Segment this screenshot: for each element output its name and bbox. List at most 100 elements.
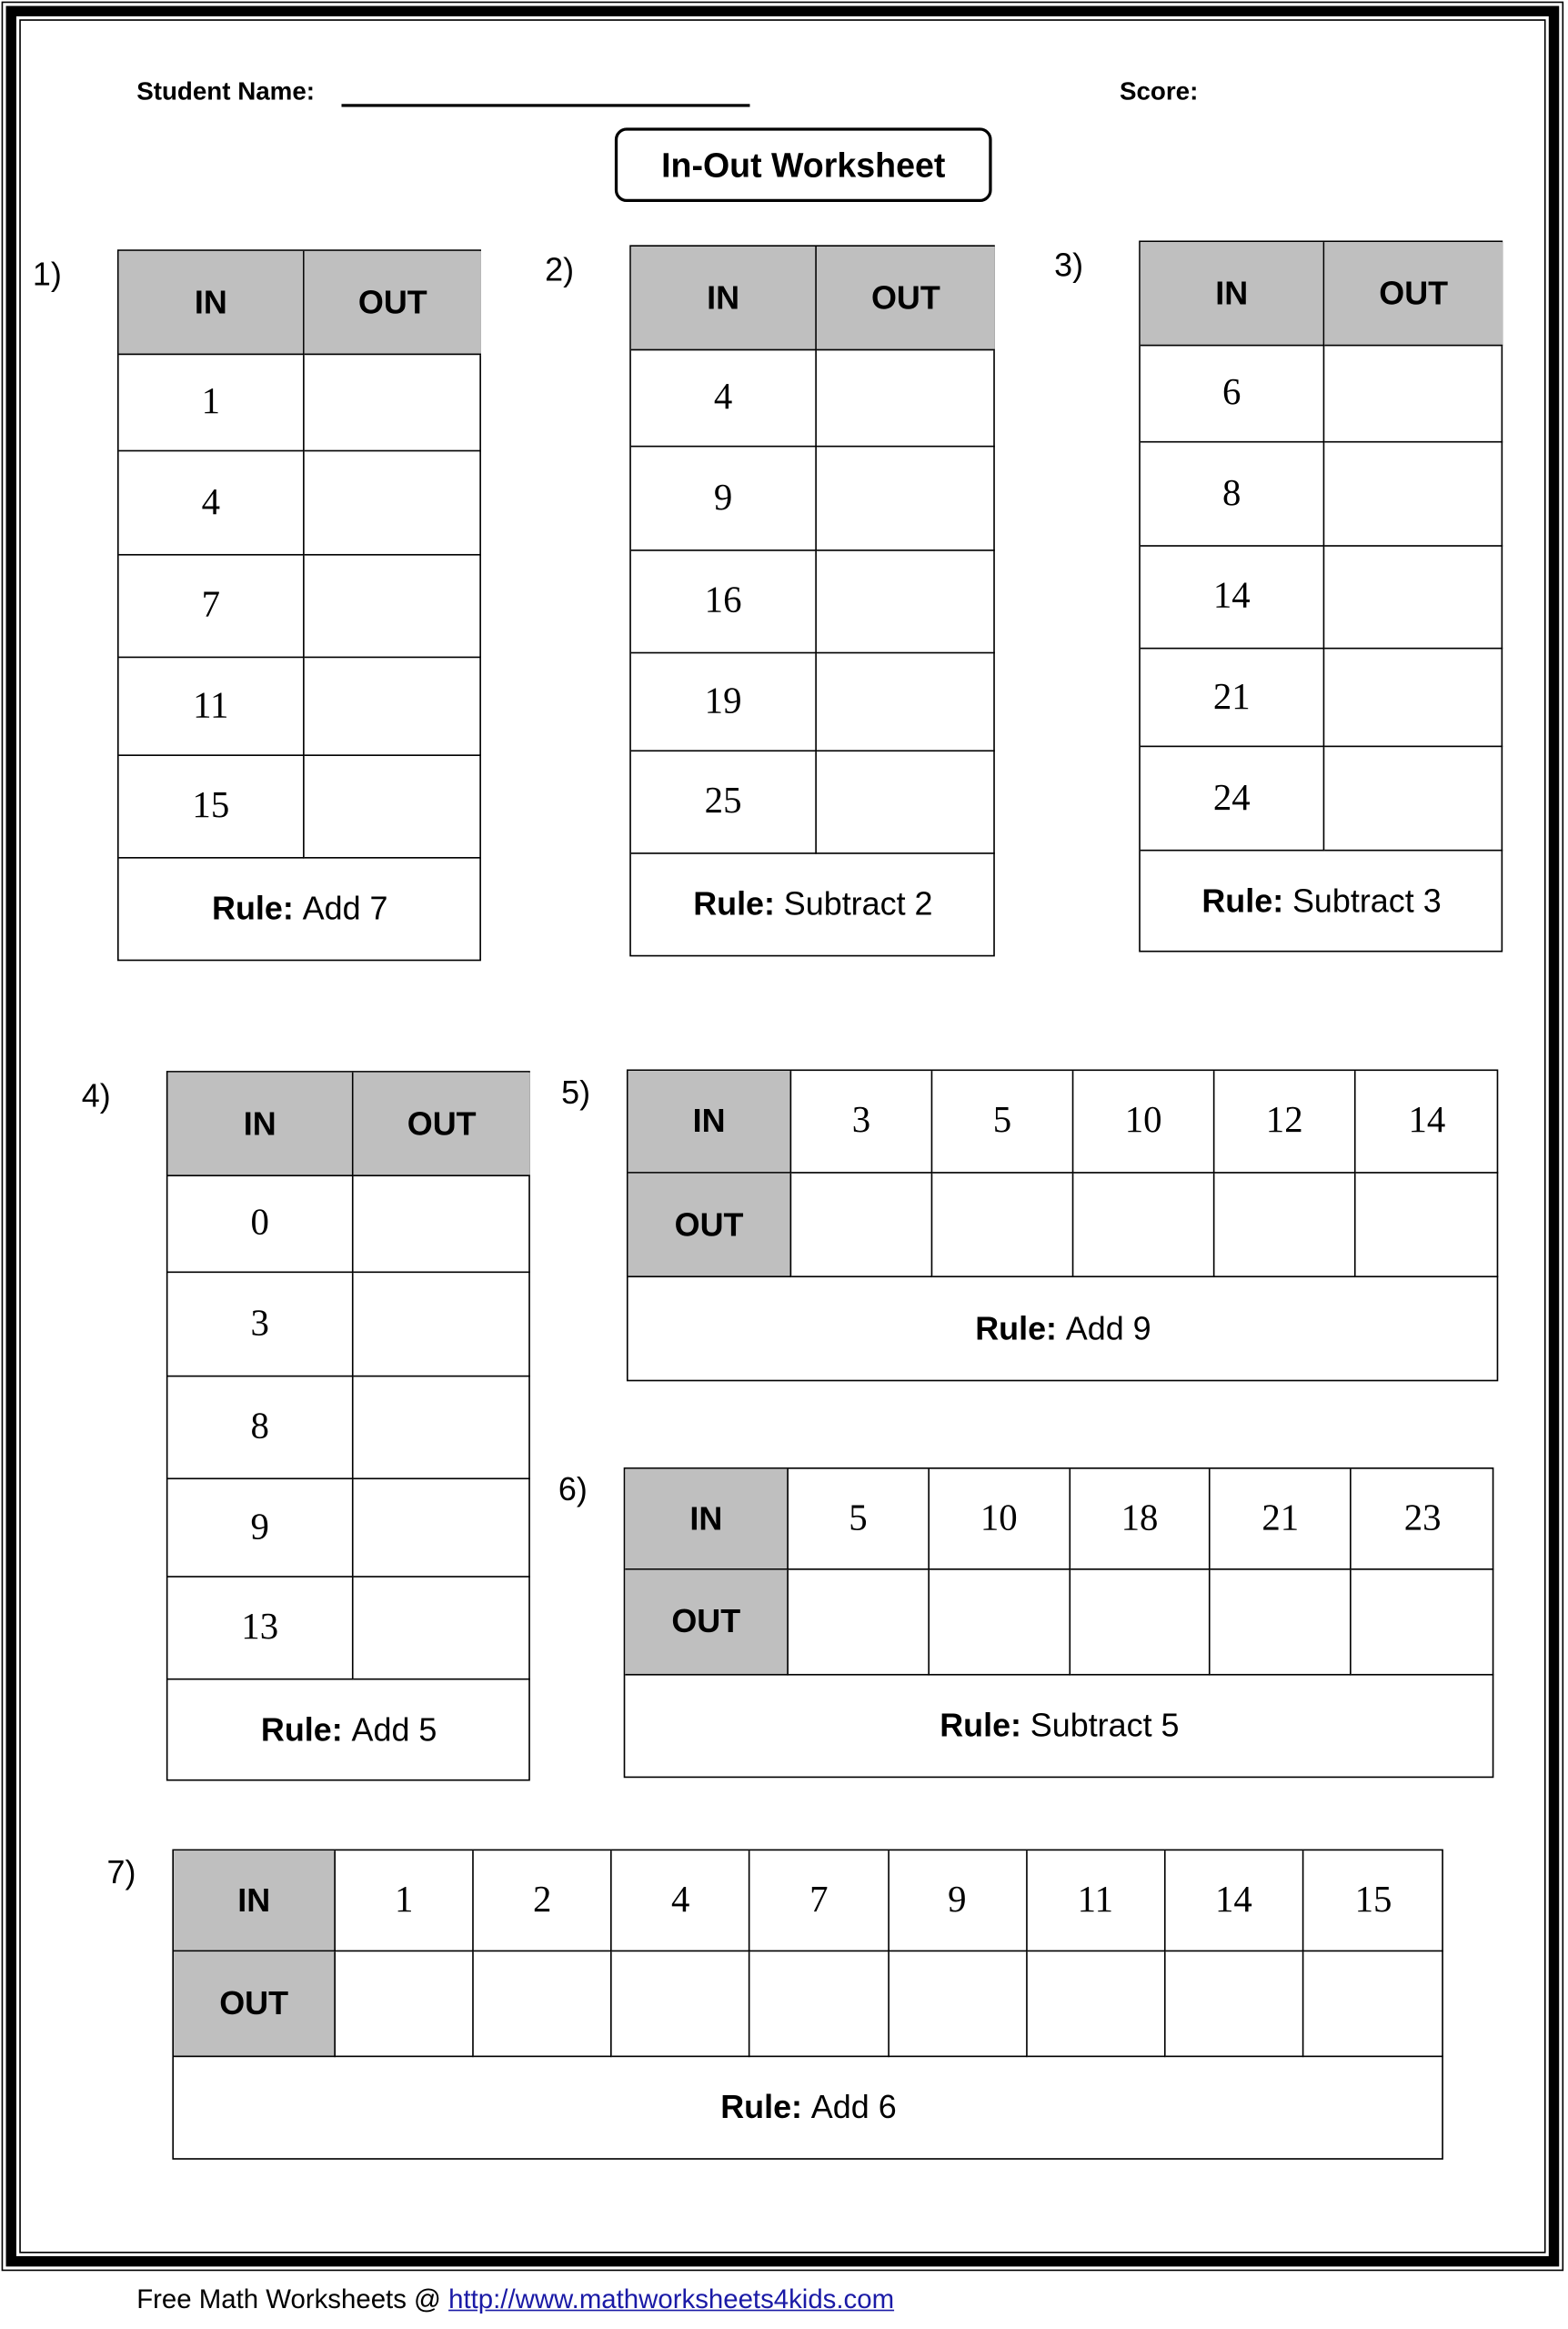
out-answer-cell[interactable] <box>1211 1569 1352 1676</box>
in-value: 5 <box>788 1468 930 1570</box>
out-answer-cell[interactable] <box>304 355 481 452</box>
in-value: 19 <box>630 653 817 752</box>
out-answer-cell[interactable] <box>304 556 481 659</box>
out-answer-cell[interactable] <box>1303 1951 1443 2058</box>
in-value: 11 <box>1027 1850 1166 1952</box>
in-value: 8 <box>167 1376 354 1480</box>
out-answer-cell[interactable] <box>353 1479 530 1578</box>
rule-cell: Rule: Add 5 <box>167 1679 529 1779</box>
out-answer-cell[interactable] <box>1324 346 1503 443</box>
out-header: OUT <box>1324 242 1503 347</box>
out-answer-cell[interactable] <box>353 1376 530 1480</box>
out-header: OUT <box>625 1569 789 1676</box>
in-out-table-7: IN OUT 1 2 4 7 9 11 14 15 Rule: Add 6 <box>172 1849 1443 2160</box>
in-value: 11 <box>118 658 305 756</box>
in-value: 2 <box>474 1850 613 1952</box>
out-answer-cell[interactable] <box>750 1951 890 2058</box>
out-answer-cell[interactable] <box>353 1176 530 1274</box>
out-header: OUT <box>353 1072 530 1177</box>
in-value: 21 <box>1140 649 1325 748</box>
out-answer-cell[interactable] <box>1324 443 1503 547</box>
rule-cell: Rule: Subtract 3 <box>1141 851 1503 950</box>
out-answer-cell[interactable] <box>1027 1951 1166 2058</box>
in-value: 13 <box>167 1577 354 1680</box>
out-header: OUT <box>174 1951 336 2058</box>
in-value: 14 <box>1355 1071 1499 1174</box>
student-name-field[interactable] <box>341 104 750 107</box>
problem-number: 3) <box>1054 247 1084 284</box>
out-answer-cell[interactable] <box>1324 547 1503 650</box>
out-answer-cell[interactable] <box>304 451 481 556</box>
footer-text: Free Math Worksheets @ <box>136 2284 441 2314</box>
footer-link[interactable]: http://www.mathworksheets4kids.com <box>448 2284 895 2314</box>
out-answer-cell[interactable] <box>1214 1173 1356 1278</box>
in-header: IN <box>118 250 305 356</box>
out-answer-cell[interactable] <box>889 1951 1028 2058</box>
out-answer-cell[interactable] <box>1073 1173 1215 1278</box>
out-answer-cell[interactable] <box>1351 1570 1494 1676</box>
out-header: OUT <box>816 247 995 351</box>
rule-cell: Rule: Subtract 2 <box>631 854 995 955</box>
in-header: IN <box>167 1072 354 1177</box>
page-border-outer <box>1 1 1564 2272</box>
problem-number: 1) <box>32 255 62 293</box>
in-value: 4 <box>612 1850 751 1952</box>
out-answer-cell[interactable] <box>932 1173 1074 1278</box>
out-answer-cell[interactable] <box>1324 649 1503 748</box>
page-border-thick <box>5 5 1560 2267</box>
rule-value: Subtract 3 <box>1292 881 1442 919</box>
problem-number: 2) <box>545 250 575 288</box>
rule-value: Subtract 2 <box>783 885 933 923</box>
in-value: 7 <box>118 555 305 659</box>
in-value: 12 <box>1214 1071 1356 1174</box>
rule-value: Subtract 5 <box>1030 1706 1180 1744</box>
rule-value: Add 6 <box>810 2088 897 2126</box>
worksheet-title: In-Out Worksheet <box>614 127 992 203</box>
problem-number: 6) <box>558 1470 588 1508</box>
in-out-table-1: IN OUT 1 4 7 11 15 Rule: Add 7 <box>116 249 481 962</box>
in-out-table-6: IN OUT 5 10 18 21 23 Rule: Subtract 5 <box>623 1467 1494 1779</box>
in-header: IN <box>630 247 817 351</box>
in-value: 5 <box>932 1071 1074 1174</box>
rule-cell: Rule: Subtract 5 <box>625 1676 1493 1777</box>
in-value: 9 <box>167 1479 354 1578</box>
out-answer-cell[interactable] <box>929 1569 1070 1676</box>
in-value: 0 <box>167 1176 354 1274</box>
in-value: 4 <box>630 350 817 448</box>
out-answer-cell[interactable] <box>788 1569 930 1676</box>
in-value: 1 <box>118 355 305 452</box>
in-value: 14 <box>1165 1850 1304 1952</box>
out-answer-cell[interactable] <box>816 751 995 854</box>
out-answer-cell[interactable] <box>304 756 481 859</box>
problem-number: 5) <box>561 1074 591 1112</box>
in-value: 10 <box>929 1468 1070 1570</box>
out-answer-cell[interactable] <box>335 1951 475 2058</box>
in-value: 3 <box>167 1273 354 1377</box>
rule-cell: Rule: Add 6 <box>174 2057 1443 2158</box>
in-value: 14 <box>1140 546 1325 650</box>
in-value: 25 <box>630 751 817 854</box>
out-answer-cell[interactable] <box>1324 747 1503 852</box>
out-answer-cell[interactable] <box>1070 1569 1211 1676</box>
out-answer-cell[interactable] <box>612 1951 751 2058</box>
rule-label: Rule: <box>975 1309 1058 1346</box>
out-answer-cell[interactable] <box>304 658 481 756</box>
in-value: 3 <box>791 1071 933 1174</box>
out-answer-cell[interactable] <box>474 1951 613 2058</box>
in-value: 15 <box>1303 1850 1443 1952</box>
out-answer-cell[interactable] <box>791 1173 933 1278</box>
in-value: 23 <box>1351 1469 1494 1570</box>
out-answer-cell[interactable] <box>816 551 995 654</box>
in-out-table-3: IN OUT 6 8 14 21 24 Rule: Subtract 3 <box>1139 240 1503 953</box>
rule-label: Rule: <box>260 1709 343 1748</box>
out-answer-cell[interactable] <box>816 447 995 551</box>
out-answer-cell[interactable] <box>816 350 995 448</box>
out-answer-cell[interactable] <box>353 1273 530 1377</box>
in-out-table-4: IN OUT 0 3 8 9 13 Rule: Add 5 <box>166 1071 530 1781</box>
in-header: IN <box>625 1468 789 1570</box>
out-answer-cell[interactable] <box>816 653 995 752</box>
in-value: 18 <box>1070 1468 1211 1570</box>
out-answer-cell[interactable] <box>1355 1174 1499 1278</box>
out-answer-cell[interactable] <box>353 1578 530 1680</box>
out-answer-cell[interactable] <box>1165 1951 1304 2058</box>
